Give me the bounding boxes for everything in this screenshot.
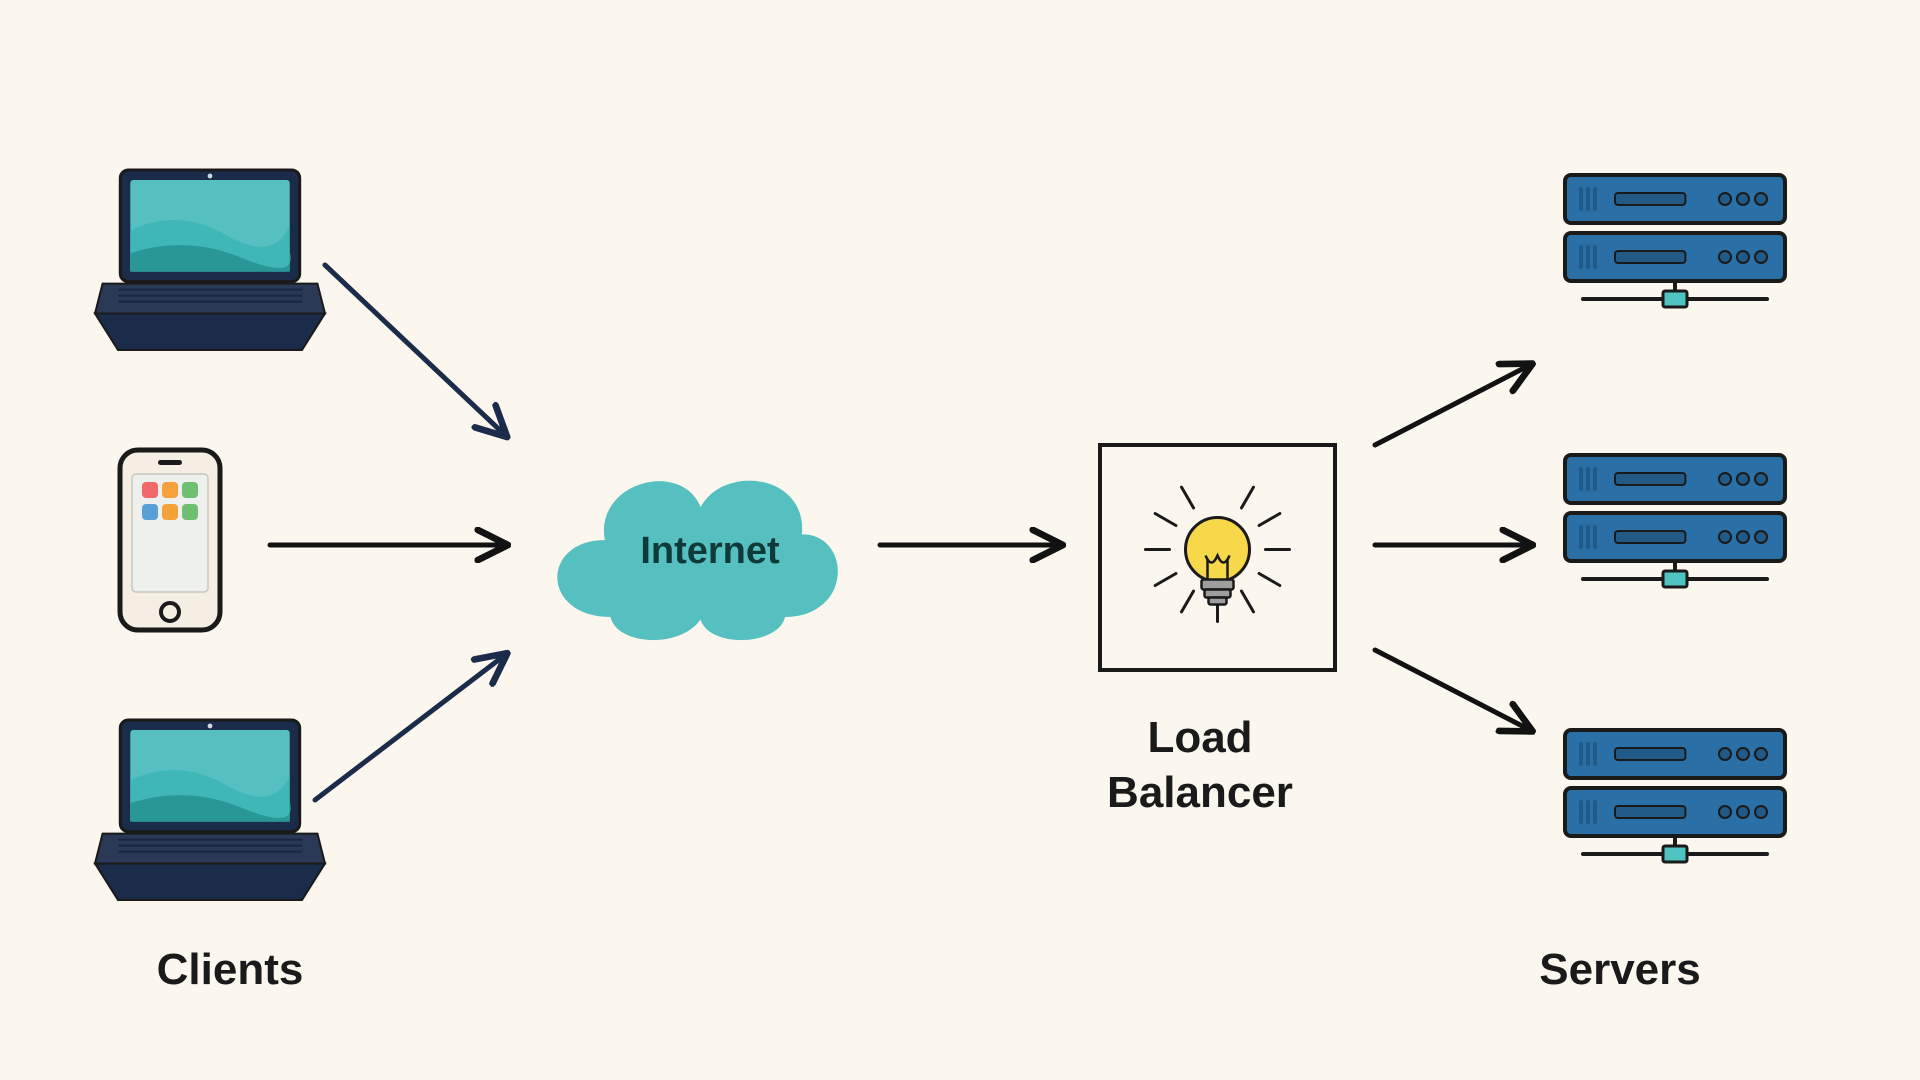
server-icon-mid [1565,455,1785,587]
load-balancer-icon [1100,445,1335,670]
phone-icon [120,450,220,630]
servers-label: Servers [1470,945,1770,995]
server-icon-top [1565,175,1785,307]
diagram-stage: Clients Internet LoadBalancer Servers [0,0,1920,1080]
laptop-icon-bottom [95,720,325,900]
laptop-icon-top [95,170,325,350]
diagram-canvas [0,0,1920,1080]
edge-laptop_top-cloud [325,265,505,435]
load-balancer-label: LoadBalancer [1020,710,1380,820]
edge-lb_box-server_bottom [1375,650,1530,730]
edge-laptop_bottom-cloud [315,655,505,800]
clients-label: Clients [100,945,360,995]
internet-label: Internet [600,530,820,573]
server-icon-bottom [1565,730,1785,862]
edge-lb_box-server_top [1375,365,1530,445]
